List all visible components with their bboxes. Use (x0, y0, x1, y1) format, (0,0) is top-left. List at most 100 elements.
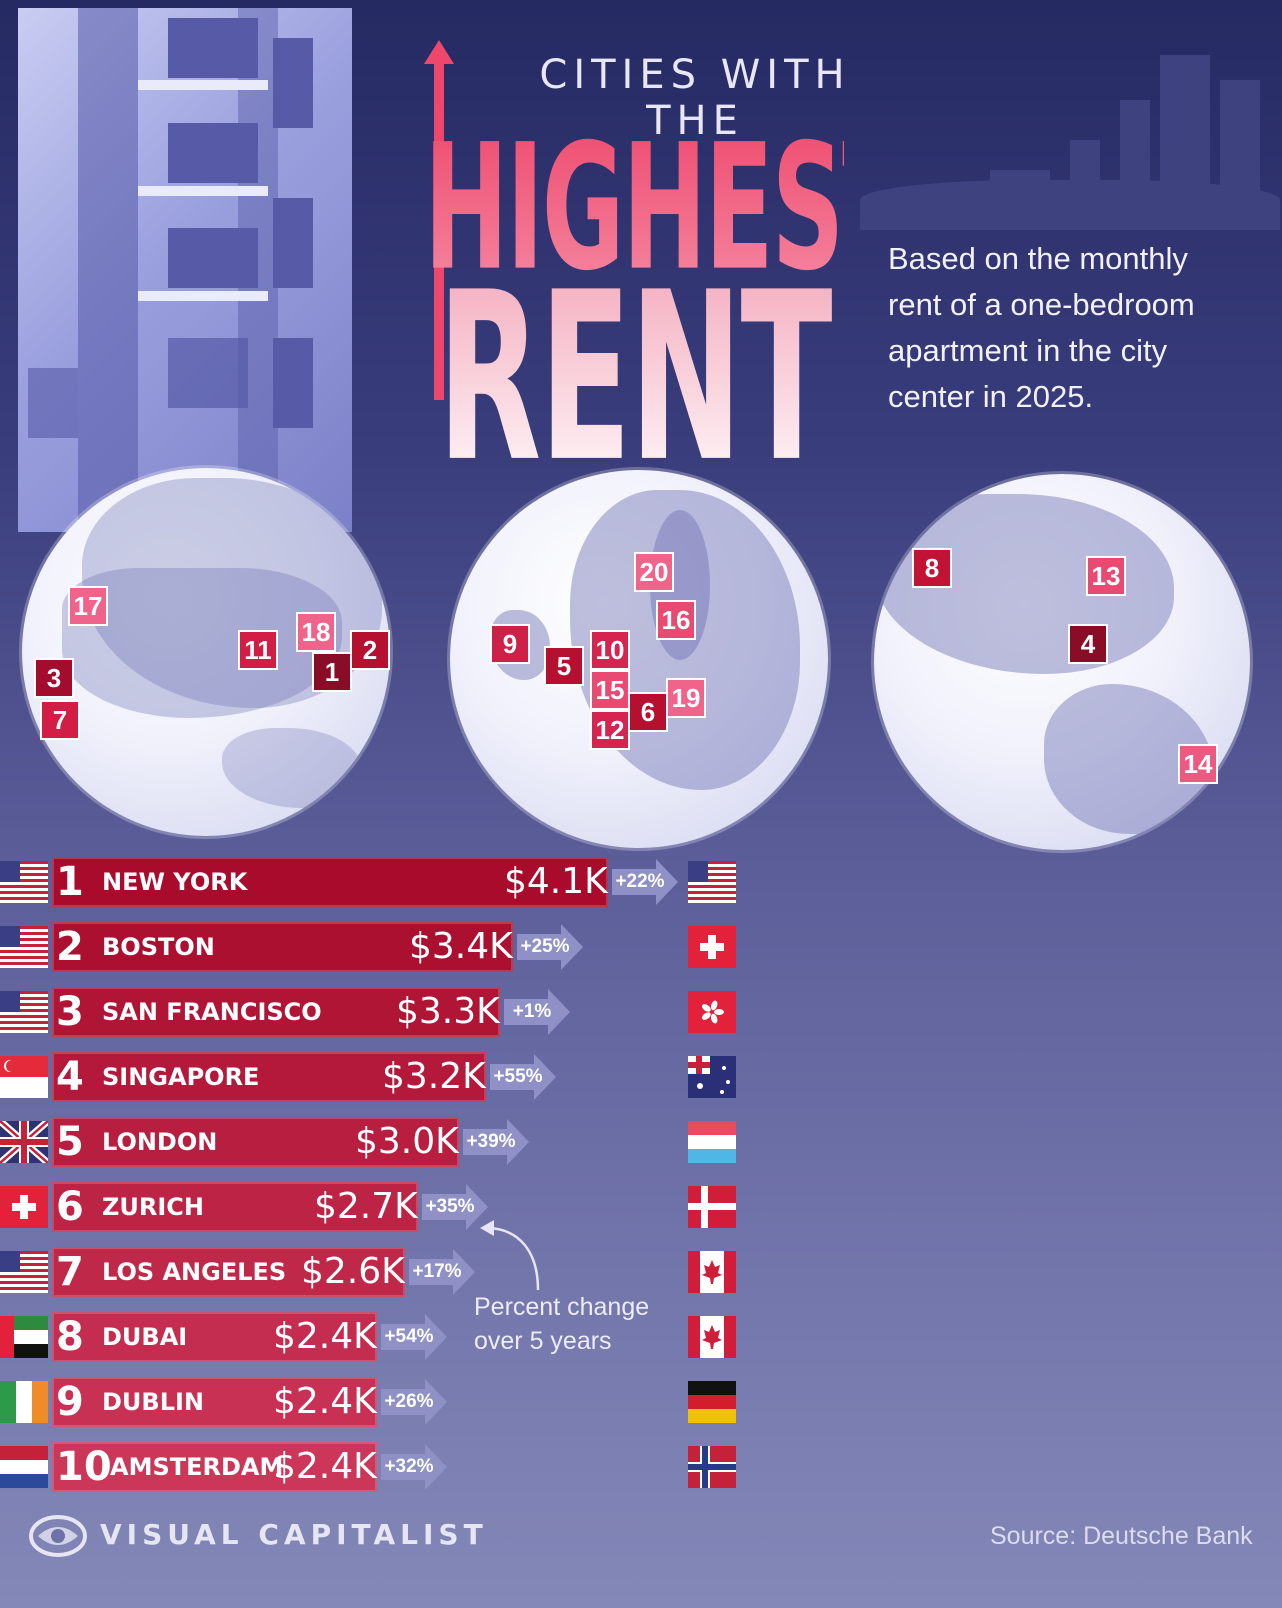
table-row: 5 LONDON $3.0K +39% (0, 1117, 600, 1167)
rent-bar (52, 1312, 377, 1362)
percent-change: +1% (512, 1001, 552, 1022)
ireland-flag-icon (0, 1381, 48, 1423)
map-asia-pacific (874, 474, 1250, 850)
percent-change: +39% (466, 1131, 516, 1152)
map-marker: 9 (490, 624, 530, 664)
map-marker: 4 (1068, 624, 1108, 664)
table-row: 18TORONTO$1.8K+14% (688, 1312, 1282, 1362)
rent-value: $2.4K (273, 1316, 377, 1357)
table-row: 7 LOS ANGELES $2.6K +17% (0, 1247, 600, 1297)
map-marker: 11 (238, 630, 278, 670)
percent-change: +22% (615, 871, 665, 892)
rank-number: 8 (56, 1314, 84, 1360)
rent-value: $3.4K (409, 926, 513, 967)
title-rent: RENT (424, 244, 844, 514)
table-row: 14SYDNEY$2.2K+23% (688, 1052, 1282, 1102)
city-name: LONDON (102, 1128, 218, 1156)
us-flag-icon (0, 991, 48, 1033)
table-row: 10 AMSTERDAM $2.4K +32% (0, 1442, 600, 1492)
map-marker: 20 (634, 552, 674, 592)
city-name: SINGAPORE (102, 1063, 260, 1091)
canada-flag-icon (688, 1251, 736, 1293)
title-prefix: CITIES WITH THE (539, 52, 851, 144)
rank-number: 9 (56, 1379, 84, 1425)
map-marker: 18 (296, 612, 336, 652)
change-up-arrow: +35% (422, 1184, 494, 1230)
change-up-arrow: +25% (517, 924, 589, 970)
netherlands-flag-icon (0, 1446, 48, 1488)
rank-number: 10 (56, 1444, 112, 1490)
percent-change: +54% (384, 1326, 434, 1347)
table-row: 8 DUBAI $2.4K +54% (0, 1312, 600, 1362)
table-row: 3 SAN FRANCISCO $3.3K +1% (0, 987, 600, 1037)
uae-flag-icon (0, 1316, 48, 1358)
map-marker: 6 (628, 692, 668, 732)
canada-flag-icon (688, 1316, 736, 1358)
percent-change: +17% (412, 1261, 462, 1282)
rent-value: $2.4K (273, 1381, 377, 1422)
rank-number: 2 (56, 924, 84, 970)
map-marker: 2 (350, 630, 390, 670)
map-marker: 14 (1178, 744, 1218, 784)
subtitle-line: center in 2025. (888, 379, 1094, 414)
rent-bar (52, 987, 500, 1037)
brand-name: VISUAL CAPITALIST (100, 1518, 488, 1551)
percent-change: +35% (425, 1196, 475, 1217)
city-name: DUBAI (102, 1323, 188, 1351)
rent-value: $4.1K (504, 861, 608, 902)
rank-number: 7 (56, 1249, 84, 1295)
rent-value: $2.7K (314, 1186, 418, 1227)
rent-value: $3.3K (396, 991, 500, 1032)
us-flag-icon (0, 861, 48, 903)
map-marker: 16 (656, 600, 696, 640)
city-name: BOSTON (102, 933, 215, 961)
change-up-arrow: +1% (504, 989, 576, 1035)
table-row: 2 BOSTON $3.4K +25% (0, 922, 600, 972)
rent-bar (52, 1442, 377, 1492)
uk-flag-icon (0, 1121, 48, 1163)
table-row: 6 ZURICH $2.7K +35% (0, 1182, 600, 1232)
change-up-arrow: +22% (612, 859, 684, 905)
change-up-arrow: +55% (490, 1054, 562, 1100)
rent-bar (52, 1247, 405, 1297)
title-highest: HIGHEST (424, 108, 911, 310)
city-name: DUBLIN (102, 1388, 205, 1416)
annotation-label: Percent change over 5 years (474, 1290, 674, 1358)
map-marker: 19 (666, 678, 706, 718)
table-row: 1 NEW YORK $4.1K +22% (0, 857, 678, 907)
rent-bar (52, 1117, 459, 1167)
rent-bar (52, 1052, 486, 1102)
denmark-flag-icon (688, 1186, 736, 1228)
us-flag-icon (0, 926, 48, 968)
norway-flag-icon (688, 1446, 736, 1488)
germany-flag-icon (688, 1381, 736, 1423)
map-marker: 8 (912, 548, 952, 588)
subtitle: Based on the monthly rent of a one-bedro… (888, 236, 1228, 420)
table-row: 20OSLO$1.7K+28% (688, 1442, 1282, 1492)
rent-bar (52, 1182, 418, 1232)
us-flag-icon (688, 861, 736, 903)
city-name: ZURICH (102, 1193, 204, 1221)
rank-number: 6 (56, 1184, 84, 1230)
table-row: 19MUNICH$1.8K+23% (688, 1377, 1282, 1427)
us-flag-icon (0, 1251, 48, 1293)
map-marker: 1 (312, 652, 352, 692)
table-row: 13HONG KONG$2.2K-3% (688, 987, 1282, 1037)
rank-number: 4 (56, 1054, 84, 1100)
annotation-arrow-icon (480, 1220, 540, 1291)
change-up-arrow: +32% (381, 1444, 453, 1490)
change-up-arrow: +39% (463, 1119, 535, 1165)
switzerland-flag-icon (0, 1186, 48, 1228)
rent-value: $3.0K (355, 1121, 459, 1162)
city-name: NEW YORK (102, 868, 248, 896)
table-row: 17VANCOUVER$2.0K+34% (688, 1247, 1282, 1297)
switzerland-flag-icon (688, 926, 736, 968)
hong-kong-flag-icon (688, 991, 736, 1033)
map-north-america (22, 468, 390, 836)
map-marker: 7 (40, 700, 80, 740)
percent-change: +32% (384, 1456, 434, 1477)
rent-bar (52, 857, 608, 907)
rank-number: 5 (56, 1119, 84, 1165)
australia-flag-icon (688, 1056, 736, 1098)
